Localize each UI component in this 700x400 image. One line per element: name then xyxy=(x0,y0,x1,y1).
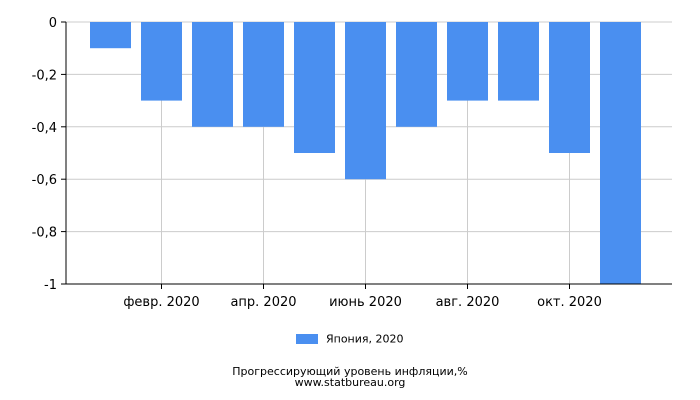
legend-label: Япония, 2020 xyxy=(325,332,404,346)
chart-source: www.statbureau.org xyxy=(294,376,406,389)
bar-авг-2020 xyxy=(447,22,488,101)
y-tick-label: 0 xyxy=(49,16,57,31)
bar-сент-2020 xyxy=(498,22,539,101)
y-tick-labels: 0 -0,2 -0,4 -0,6 -0,8 -1 xyxy=(32,16,57,293)
chart-title: Прогрессирующий уровень инфляции,% xyxy=(232,365,468,378)
inflation-bar-chart: 0 -0,2 -0,4 -0,6 -0,8 -1 февр. 2020 апр. 2020 и… xyxy=(32,16,672,310)
legend: Япония, 2020 xyxy=(0,332,700,346)
x-tick-label: июнь 2020 xyxy=(329,295,402,310)
legend-swatch xyxy=(296,334,319,344)
bar-янв-2020 xyxy=(90,22,131,49)
y-tick-label: -0,8 xyxy=(32,226,57,241)
axes xyxy=(61,21,672,289)
y-tick-label: -0,6 xyxy=(32,173,57,188)
bar-апр-2020 xyxy=(243,22,284,127)
y-tick-label: -0,2 xyxy=(32,68,57,83)
bar-май-2020 xyxy=(294,22,335,153)
bar-февр-2020 xyxy=(141,22,182,101)
bar-март-2020 xyxy=(192,22,233,127)
bar-июль-2020 xyxy=(396,22,437,127)
x-tick-label: окт. 2020 xyxy=(537,295,602,310)
x-tick-labels: февр. 2020 апр. 2020 июнь 2020 авг. 2020 окт… xyxy=(123,295,602,310)
x-tick-label: авг. 2020 xyxy=(436,295,500,310)
bars xyxy=(90,22,641,284)
bar-окт-2020 xyxy=(549,22,590,153)
bar-нояб-2020 xyxy=(600,22,641,284)
x-tick-label: февр. 2020 xyxy=(123,295,199,310)
x-tick-label: апр. 2020 xyxy=(230,295,296,310)
y-tick-label: -1 xyxy=(44,278,57,293)
bar-июнь-2020 xyxy=(345,22,386,180)
y-tick-label: -0,4 xyxy=(32,121,57,136)
